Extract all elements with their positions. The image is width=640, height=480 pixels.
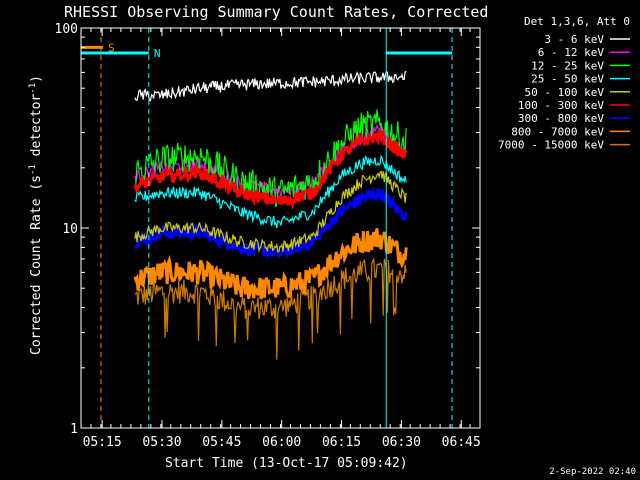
legend-entry-label: 800 - 7000 keV <box>511 125 604 138</box>
series-line <box>133 127 408 211</box>
y-tick-label: 10 <box>62 222 78 237</box>
footer-date: 2-Sep-2022 02:40 <box>549 467 636 477</box>
series-line <box>133 227 408 300</box>
x-axis-label: Start Time (13-Oct-17 05:09:42) <box>165 456 408 471</box>
x-tick-label: 05:15 <box>83 435 122 450</box>
legend-title: Det 1,3,6, Att 0 <box>524 15 630 28</box>
x-tick-label: 06:30 <box>382 435 421 450</box>
series-line <box>134 154 407 229</box>
series-line <box>134 109 407 208</box>
legend-entry-label: 25 - 50 keV <box>531 73 604 86</box>
y-axis-label: Corrected Count Rate (s-1 detector-1) <box>28 75 44 355</box>
y-axis-label-sup1: -1 <box>28 164 38 175</box>
x-tick-label: 06:15 <box>322 435 361 450</box>
chart-title: RHESSI Observing Summary Count Rates, Co… <box>64 3 488 21</box>
y-axis-label-end: ) <box>29 75 44 83</box>
legend-entry-label: 50 - 100 keV <box>525 86 605 99</box>
legend-entry-label: 3 - 6 keV <box>544 33 604 46</box>
legend-entry-label: 12 - 25 keV <box>531 59 604 72</box>
y-axis-label-mid: detector <box>29 94 44 165</box>
series-line <box>134 257 407 360</box>
x-tick-label: 06:00 <box>262 435 301 450</box>
legend-entry-label: 100 - 300 keV <box>518 99 604 112</box>
x-tick-label: 05:45 <box>202 435 241 450</box>
y-axis-label-main: Corrected Count Rate (s <box>29 175 44 355</box>
legend-entry-label: 300 - 800 keV <box>518 112 604 125</box>
y-axis-label-sup2: -1 <box>28 83 38 94</box>
x-tick-label: 05:30 <box>142 435 181 450</box>
y-tick-label: 100 <box>55 22 78 37</box>
flag-label: N <box>154 47 161 60</box>
legend-entry-label: 7000 - 15000 keV <box>498 139 604 152</box>
y-axis: 1 10 100 <box>55 22 480 437</box>
series-line <box>134 170 407 253</box>
x-tick-label: 06:45 <box>442 435 481 450</box>
x-axis: 05:15 05:30 05:45 06:00 06:15 06:30 06:45 <box>80 28 481 450</box>
series-line <box>134 186 408 259</box>
flag-label: S <box>108 41 115 54</box>
series-line <box>134 70 407 102</box>
y-tick-label: 1 <box>70 422 78 437</box>
legend-entry-label: 6 - 12 keV <box>538 46 605 59</box>
